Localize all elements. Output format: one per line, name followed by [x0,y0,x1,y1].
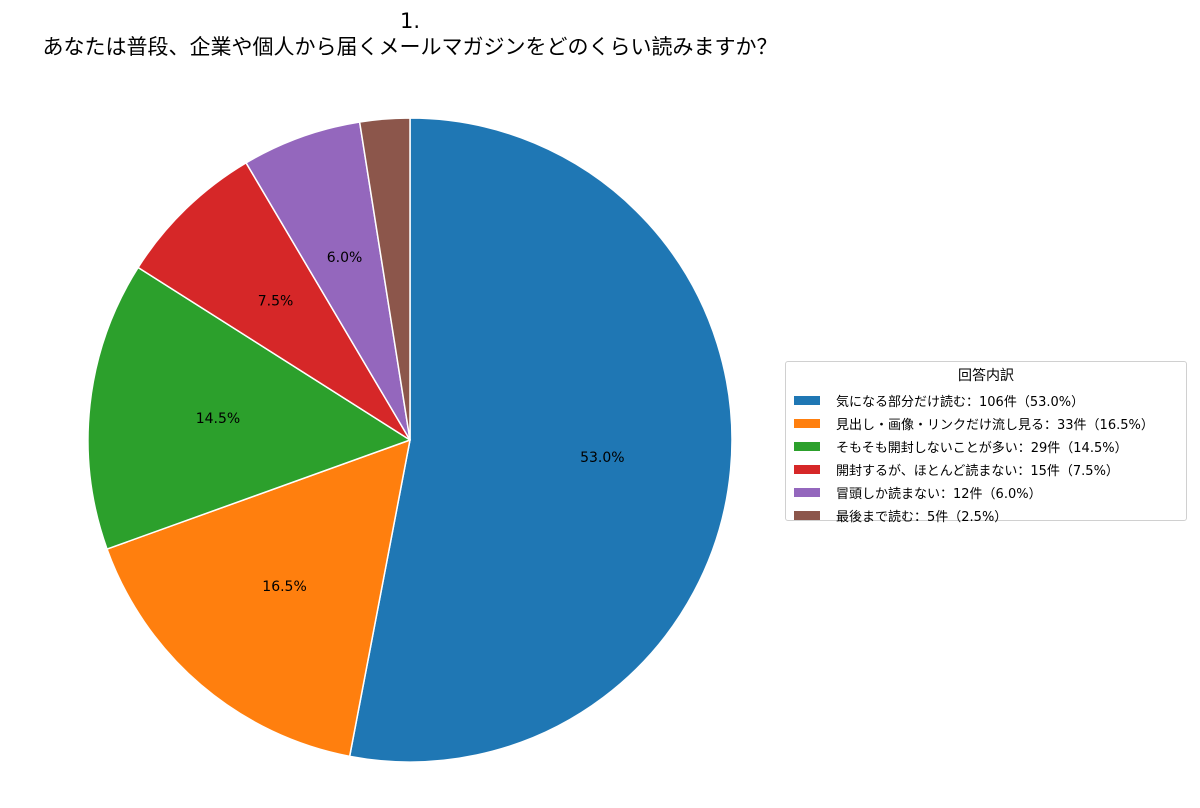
pie-percent-label-5: 6.0% [327,250,363,266]
legend-item-3: そもそも開封しないことが多い：29件（14.5%） [794,435,1186,458]
legend-label-2: 見出し・画像・リンクだけ流し見る：33件（16.5%） [836,418,1154,433]
legend-swatch-6 [794,511,820,520]
legend-swatch-3 [794,442,820,451]
pie-slice-6 [358,117,411,441]
pie-slice-2 [106,439,411,758]
legend-item-6: 最後まで読む：5件（2.5%） [794,504,1186,527]
legend-item-4: 開封するが、ほとんど読まない：15件（7.5%） [794,458,1186,481]
chart-title: 1. あなたは普段、企業や個人から届くメールマガジンをどのくらい読みますか？ [0,8,820,60]
legend-label-4: 開封するが、ほとんど読まない：15件（7.5%） [836,464,1119,479]
legend-swatch-5 [794,488,820,497]
pie-slice-1 [348,117,733,763]
legend-swatch-4 [794,465,820,474]
legend-label-1: 気になる部分だけ読む：106件（53.0%） [836,395,1085,410]
chart-title-question: あなたは普段、企業や個人から届くメールマガジンをどのくらい読みますか？ [42,35,778,59]
pie-chart: 53.0% 16.5% 14.5% 7.5% 6.0% [87,117,733,763]
legend-title: 回答内訳 [958,368,1014,384]
pie-percent-label-3: 14.5% [196,411,240,427]
legend-item-5: 冒頭しか読まない：12件（6.0%） [794,481,1186,504]
pie-slice-3 [87,266,411,550]
pie-percent-label-1: 53.0% [580,450,624,466]
legend-swatch-1 [794,396,820,405]
legend-label-6: 最後まで読む：5件（2.5%） [836,510,1008,525]
pie-slice-5 [245,121,411,441]
legend-item-1: 気になる部分だけ読む：106件（53.0%） [794,389,1186,412]
legend-label-3: そもそも開封しないことが多い：29件（14.5%） [836,441,1128,456]
pie-percent-label-4: 7.5% [258,293,294,309]
pie-percent-label-2: 16.5% [262,579,306,595]
pie-slice-4 [137,162,411,441]
legend-swatch-2 [794,419,820,428]
legend-items: 気になる部分だけ読む：106件（53.0%） 見出し・画像・リンクだけ流し見る：3… [786,389,1186,527]
legend-label-5: 冒頭しか読まない：12件（6.0%） [836,487,1042,502]
chart-title-number: 1. [399,9,421,33]
legend-item-2: 見出し・画像・リンクだけ流し見る：33件（16.5%） [794,412,1186,435]
chart-legend: 回答内訳 気になる部分だけ読む：106件（53.0%） 見出し・画像・リンクだけ流… [785,361,1187,525]
